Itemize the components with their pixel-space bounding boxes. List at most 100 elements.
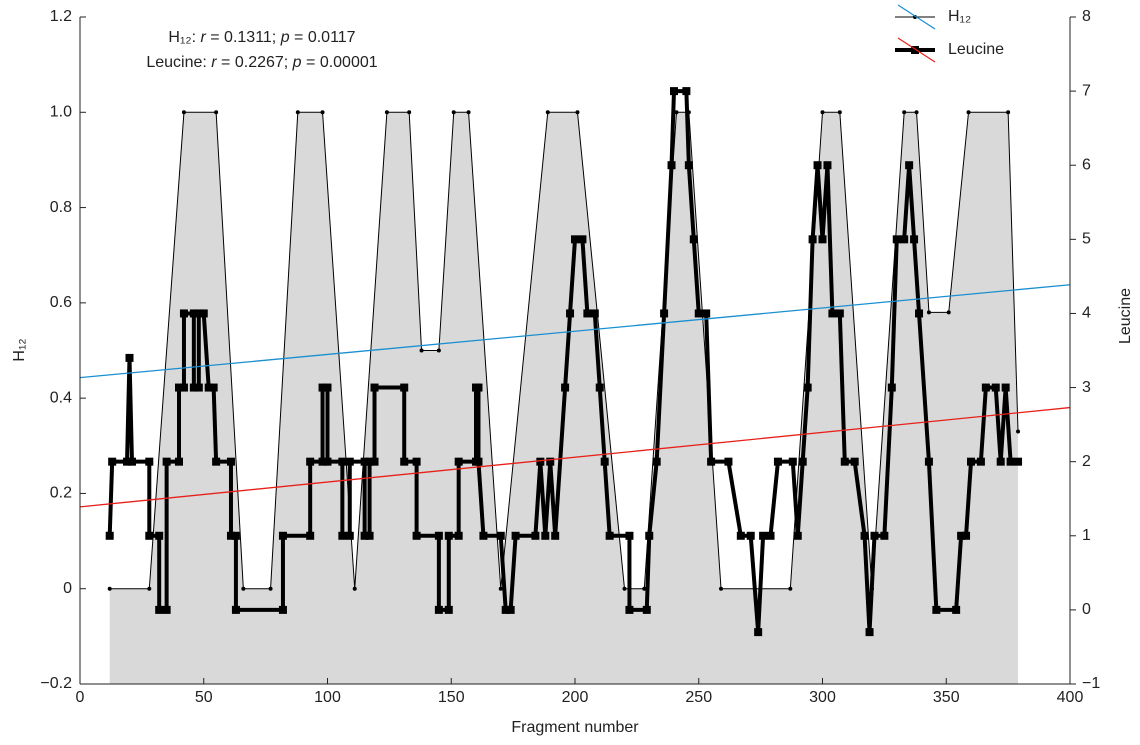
point-marker xyxy=(957,531,966,540)
point-marker xyxy=(145,457,154,466)
point-marker xyxy=(981,383,990,392)
point-marker xyxy=(766,531,775,540)
annotation: Leucine: r = 0.2267; p = 0.00001 xyxy=(146,54,377,71)
point-marker xyxy=(902,110,907,115)
point-marker xyxy=(318,383,327,392)
x-tick-label: 250 xyxy=(685,689,712,706)
point-marker xyxy=(798,457,807,466)
point-marker xyxy=(365,531,374,540)
annotation-part: = 0.2267; xyxy=(217,54,293,71)
point-marker xyxy=(434,531,443,540)
point-marker xyxy=(226,457,235,466)
point-marker xyxy=(454,531,463,540)
point-marker xyxy=(338,457,347,466)
point-marker xyxy=(231,605,240,614)
y2-tick-label: 5 xyxy=(1082,231,1091,248)
point-marker xyxy=(924,457,933,466)
point-marker xyxy=(278,605,287,614)
point-marker xyxy=(320,110,325,115)
point-marker xyxy=(682,87,691,96)
point-marker xyxy=(702,309,711,318)
point-marker xyxy=(962,531,971,540)
point-marker xyxy=(412,531,421,540)
y-tick-label: 1.2 xyxy=(50,8,72,25)
point-marker xyxy=(674,110,679,115)
point-marker xyxy=(498,586,503,591)
point-marker xyxy=(818,235,827,244)
point-marker xyxy=(107,586,112,591)
point-marker xyxy=(840,457,849,466)
point-marker xyxy=(642,586,647,591)
point-marker xyxy=(667,161,676,170)
point-marker xyxy=(175,383,183,392)
point-marker xyxy=(407,110,412,115)
point-marker xyxy=(345,531,354,540)
point-marker xyxy=(531,531,540,540)
point-marker xyxy=(905,161,914,170)
x-axis-label: Fragment number xyxy=(511,719,639,736)
annotation-part: p xyxy=(292,54,302,71)
point-marker xyxy=(746,531,755,540)
point-marker xyxy=(828,309,837,318)
point-marker xyxy=(642,605,651,614)
point-marker xyxy=(175,457,183,466)
y2-tick-label: 8 xyxy=(1082,8,1091,25)
point-marker xyxy=(1016,429,1021,434)
point-marker xyxy=(444,531,453,540)
point-marker xyxy=(145,531,154,540)
y2-tick-label: 1 xyxy=(1082,527,1091,544)
point-marker xyxy=(360,457,369,466)
point-marker xyxy=(474,383,483,392)
legend-label: H₁₂ xyxy=(948,8,971,25)
point-marker xyxy=(976,457,985,466)
point-marker xyxy=(850,457,859,466)
legend-swatch xyxy=(911,46,919,54)
point-marker xyxy=(1001,383,1010,392)
point-marker xyxy=(1014,457,1023,466)
point-marker xyxy=(595,383,604,392)
annotation-part: r xyxy=(211,54,217,71)
point-marker xyxy=(400,383,409,392)
point-marker xyxy=(996,457,1005,466)
annotation-part: = 0.1311; xyxy=(206,29,281,46)
point-marker xyxy=(865,628,874,637)
point-marker xyxy=(870,531,879,540)
point-marker xyxy=(400,457,409,466)
point-marker xyxy=(910,235,919,244)
annotation-part: Leucine: xyxy=(146,54,211,71)
point-marker xyxy=(323,383,332,392)
point-marker xyxy=(900,235,909,244)
point-marker xyxy=(583,309,592,318)
y2-tick-label: 3 xyxy=(1082,379,1091,396)
annotation: H₁₂: r = 0.1311; p = 0.0117 xyxy=(168,29,355,46)
point-marker xyxy=(155,531,164,540)
y2-axis-label: Leucine xyxy=(1117,288,1134,344)
point-marker xyxy=(479,531,488,540)
point-marker xyxy=(323,457,332,466)
annotation-part: p xyxy=(280,29,290,46)
point-marker xyxy=(625,605,634,614)
point-marker xyxy=(605,531,614,540)
point-marker xyxy=(926,310,931,315)
point-marker xyxy=(108,457,117,466)
point-marker xyxy=(214,110,219,115)
point-marker xyxy=(338,531,347,540)
point-marker xyxy=(306,531,315,540)
y-tick-label: 0 xyxy=(63,580,72,597)
point-marker xyxy=(914,110,919,115)
point-marker xyxy=(967,457,975,466)
point-marker xyxy=(127,457,136,466)
point-marker xyxy=(501,605,510,614)
point-marker xyxy=(412,457,421,466)
annotation-part: = 0.00001 xyxy=(302,54,378,71)
point-marker xyxy=(561,383,570,392)
point-marker xyxy=(155,605,164,614)
point-marker xyxy=(625,531,634,540)
point-marker xyxy=(578,235,587,244)
point-marker xyxy=(147,586,152,591)
y2-tick-label: 7 xyxy=(1082,82,1091,99)
point-marker xyxy=(179,309,188,318)
point-marker xyxy=(209,383,218,392)
